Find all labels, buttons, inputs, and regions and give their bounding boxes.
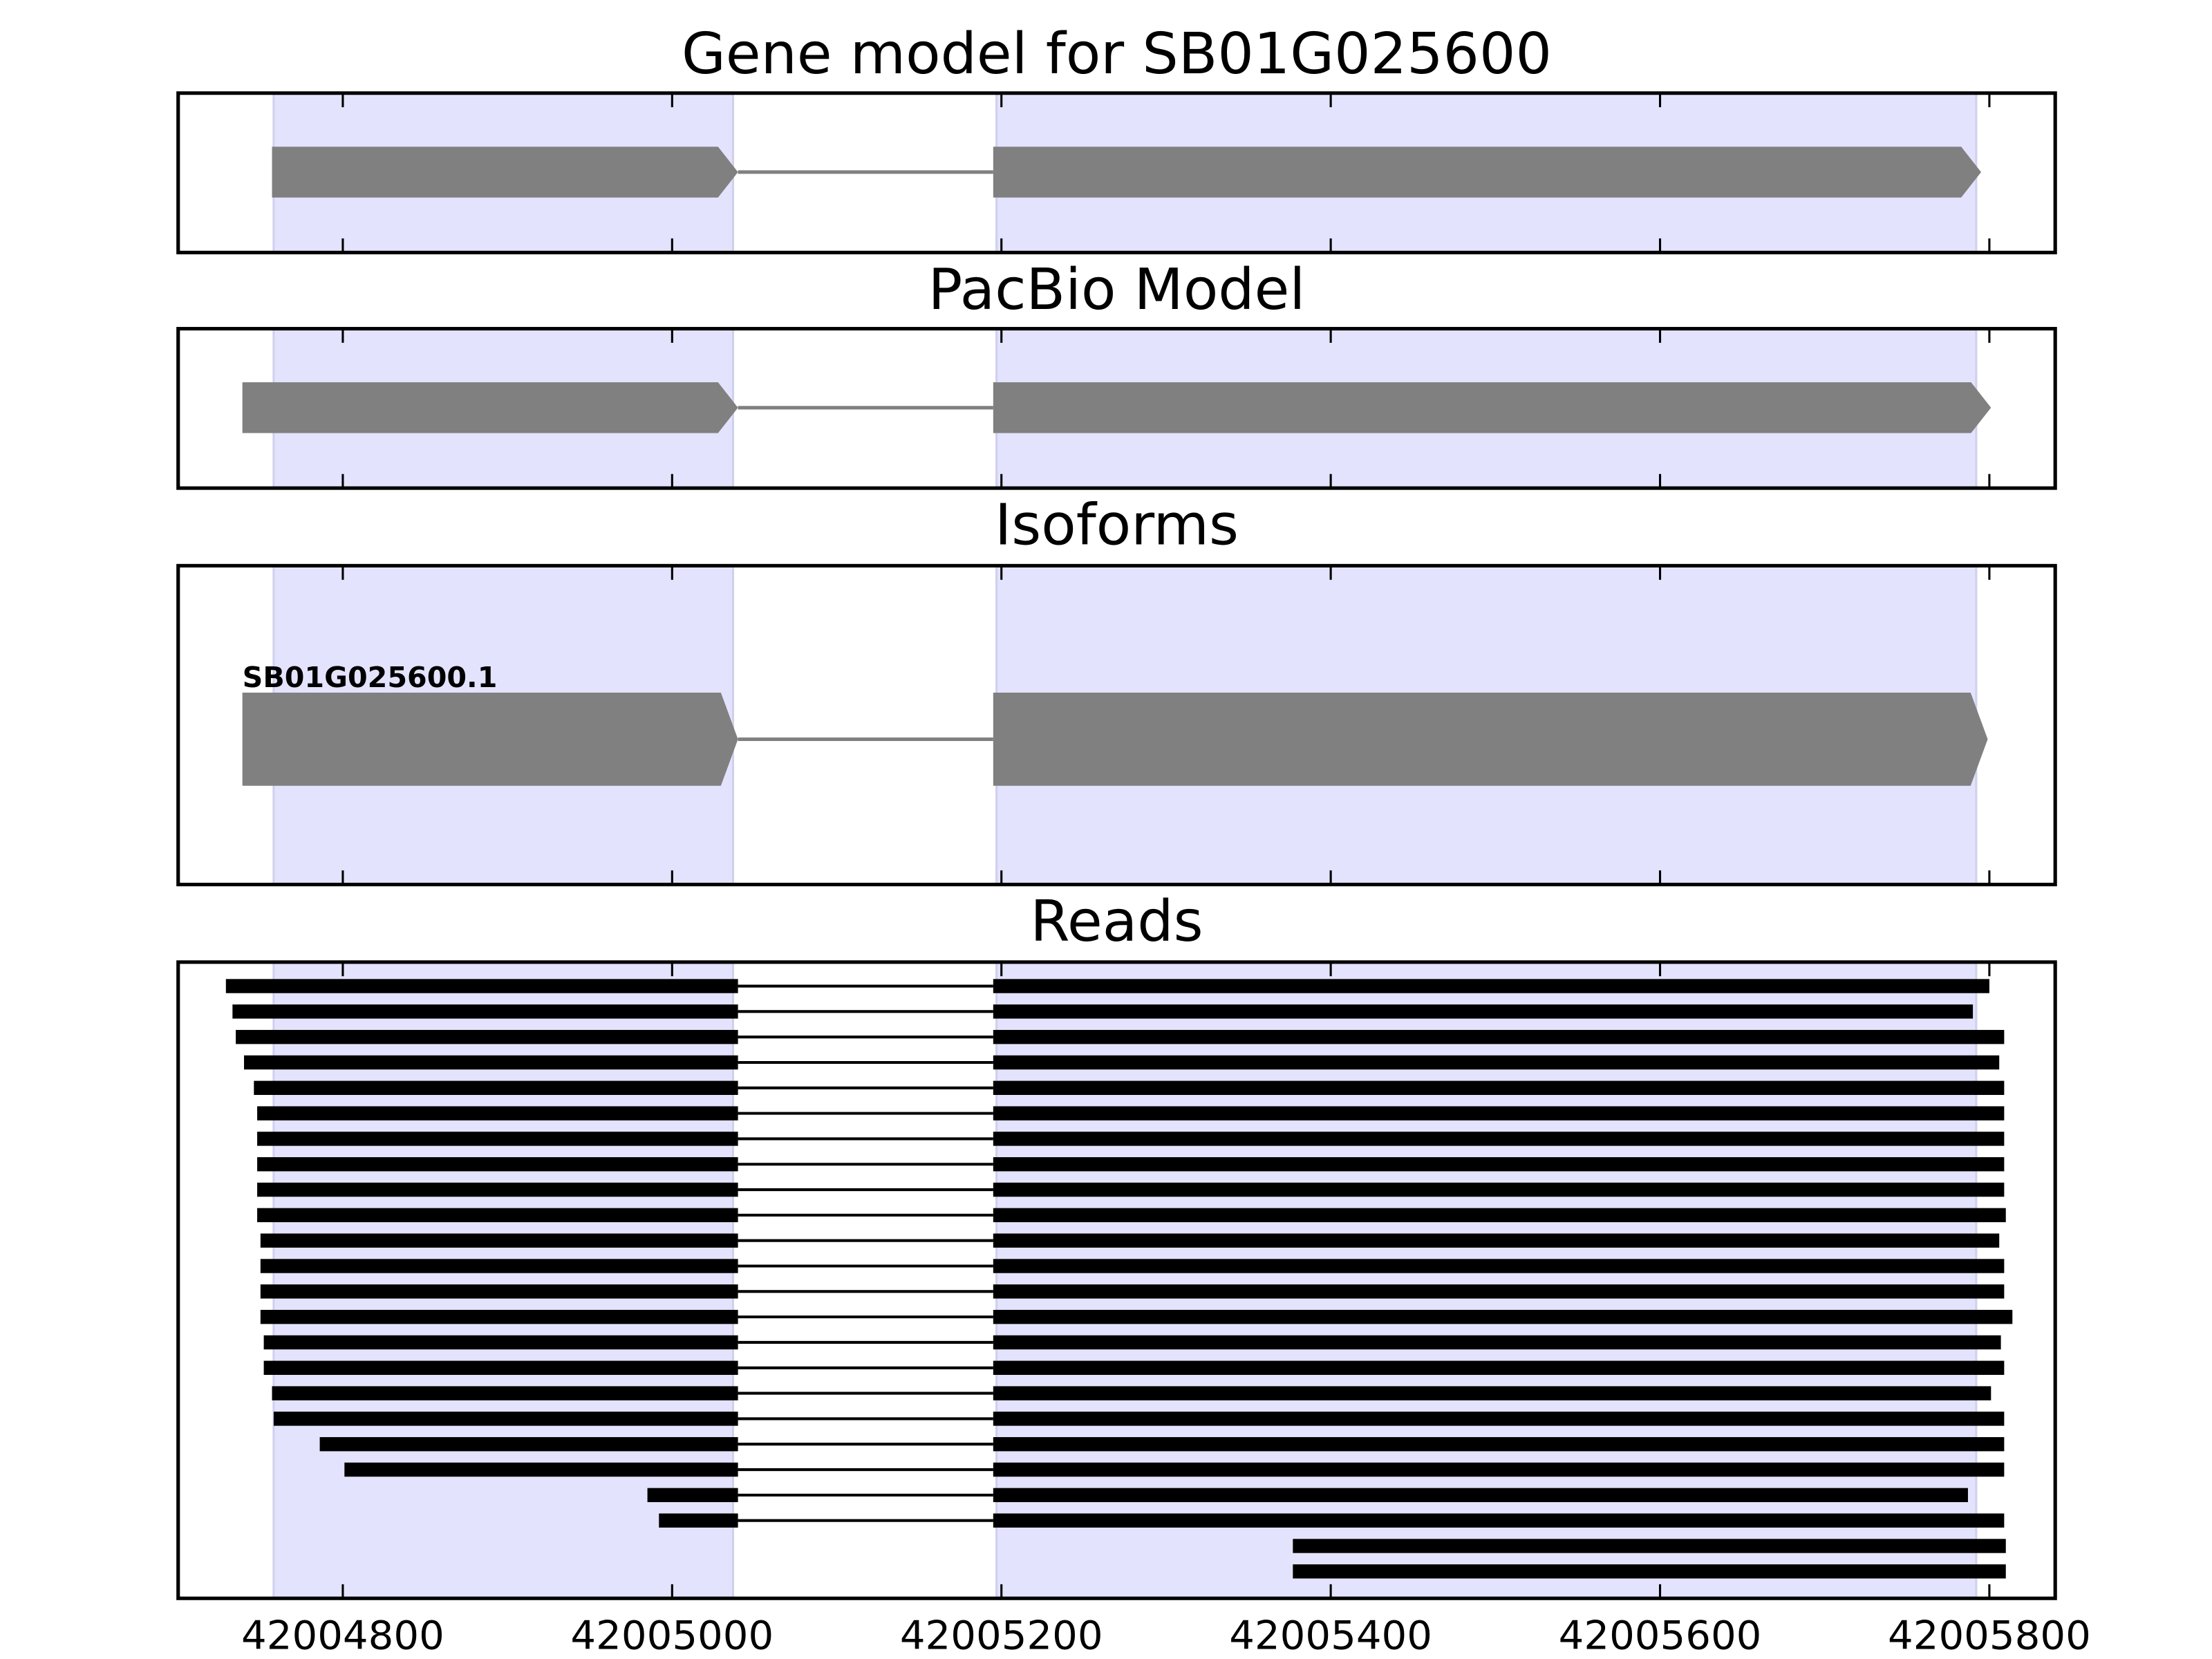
x-tick-label: 42005400 [1229, 1613, 1432, 1659]
read-block [225, 979, 738, 993]
read-block [232, 1004, 738, 1019]
read-block [993, 1080, 2005, 1095]
read-block [257, 1132, 738, 1146]
read-block [254, 1080, 738, 1095]
panel-title: PacBio Model [928, 257, 1306, 323]
exon [242, 693, 738, 786]
exon [993, 147, 1982, 198]
exon [272, 147, 738, 198]
panel-title: Gene model for SB01G025600 [682, 22, 1552, 88]
panel-gene_model: Gene model for SB01G025600 [176, 22, 2057, 254]
read-block [993, 1513, 2005, 1528]
read-block [993, 1208, 2006, 1223]
read-block [993, 1233, 2000, 1248]
x-tick-label: 42005800 [1888, 1613, 2091, 1659]
read-block [647, 1488, 738, 1503]
read-block [993, 1488, 1968, 1503]
panel-frame [176, 91, 2057, 254]
read-block [236, 1029, 738, 1044]
x-tick-label: 42004800 [241, 1613, 444, 1659]
read-block [1293, 1564, 2006, 1579]
read-block [993, 1106, 2005, 1121]
read-block [993, 1182, 2005, 1197]
panel-reads: Reads 42004800 42005000 42005200 42005400 420… [176, 890, 2091, 1659]
read-block [257, 1182, 738, 1197]
read-block [993, 1004, 1974, 1019]
panel-frame [176, 563, 2057, 887]
exon [993, 382, 1991, 433]
read-block [993, 1437, 2005, 1452]
panel-pacbio: PacBio Model [176, 257, 2057, 490]
read-block [993, 1157, 2005, 1172]
read-block [260, 1259, 738, 1273]
read-block [260, 1233, 738, 1248]
read-block [1293, 1539, 2006, 1553]
read-block [993, 1462, 2005, 1477]
read-block [993, 979, 1989, 993]
read-block [993, 1360, 2005, 1375]
read-block [263, 1360, 738, 1375]
exon [242, 382, 738, 433]
read-block [993, 1259, 2005, 1273]
x-tick-label: 42005000 [570, 1613, 774, 1659]
read-block [263, 1335, 738, 1350]
panel-frame [176, 326, 2057, 490]
read-block [257, 1106, 738, 1121]
read-block [993, 1132, 2005, 1146]
isoform-label: SB01G025600.1 [243, 661, 498, 694]
read-block [319, 1437, 738, 1452]
read-block [993, 1309, 2013, 1324]
panel-frame [176, 960, 2057, 1600]
read-block [260, 1309, 738, 1324]
read-block [993, 1284, 2005, 1299]
x-tick-label: 42005200 [900, 1613, 1103, 1659]
read-block [257, 1208, 738, 1223]
read-block [993, 1029, 2005, 1044]
read-block [344, 1462, 738, 1477]
read-block [272, 1386, 738, 1400]
read-block [659, 1513, 738, 1528]
read-block [244, 1055, 738, 1070]
panel-isoforms: Isoforms SB01G025600.1 [176, 493, 2057, 887]
read-block [273, 1412, 738, 1426]
read-block [993, 1386, 1991, 1400]
read-block [257, 1157, 738, 1172]
exon [993, 693, 1988, 786]
read-block [993, 1335, 2001, 1350]
read-block [993, 1055, 2000, 1070]
panel-title: Isoforms [995, 493, 1239, 559]
read-block [993, 1412, 2005, 1426]
panel-title: Reads [1030, 890, 1203, 955]
read-block [260, 1284, 738, 1299]
x-tick-label: 42005600 [1559, 1613, 1762, 1659]
